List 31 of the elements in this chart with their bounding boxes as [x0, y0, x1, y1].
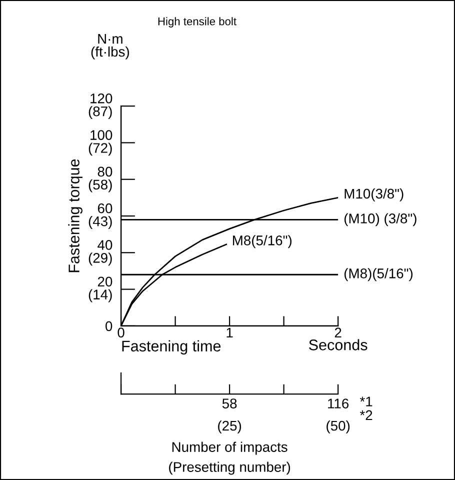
y2-axis-title: Fastening torque — [68, 159, 82, 272]
chart-title: High tensile bolt — [158, 17, 236, 28]
ref-line-label: (M8)(5/16") — [344, 268, 413, 282]
y2-tick-label: (87) — [88, 106, 112, 120]
y2-tick-label: (43) — [88, 216, 112, 229]
text: Seconds — [309, 339, 368, 350]
text: (25) — [218, 420, 242, 434]
series-label: M10(3/8") — [344, 188, 404, 202]
ref-line-label: (M10) (3/8") — [344, 213, 416, 226]
y2-tick-label: (72) — [88, 142, 112, 156]
text: N·m (ft·lbs) — [91, 34, 129, 60]
x-axis-title: Fastening time — [122, 340, 221, 354]
y-tick-label: 20 — [98, 276, 112, 287]
y-tick-label: 60 — [98, 203, 112, 214]
x2-axis-title: Number of impacts (Presetting number) — [169, 442, 290, 475]
x2-tick-label: 58 — [222, 398, 237, 408]
x-tick-label: 2 — [334, 328, 342, 338]
y2-tick-label: (58) — [88, 179, 112, 192]
series-label: M8(5/16") — [232, 235, 292, 248]
y-tick-label: 40 — [98, 240, 112, 250]
text: *2 — [360, 410, 372, 420]
y-tick-label: 100 — [90, 130, 112, 140]
text: *1 — [360, 396, 372, 406]
x-tick-label: 1 — [226, 328, 233, 338]
text: (50) — [326, 420, 350, 434]
y2-tick-label: (14) — [88, 289, 112, 302]
x-tick-label: 0 — [118, 328, 124, 338]
y2-tick-label: (29) — [88, 252, 112, 266]
x2-tick-label: 116 — [328, 398, 349, 408]
y-tick-label: 120 — [90, 94, 112, 104]
y-tick-label: 80 — [98, 166, 112, 177]
